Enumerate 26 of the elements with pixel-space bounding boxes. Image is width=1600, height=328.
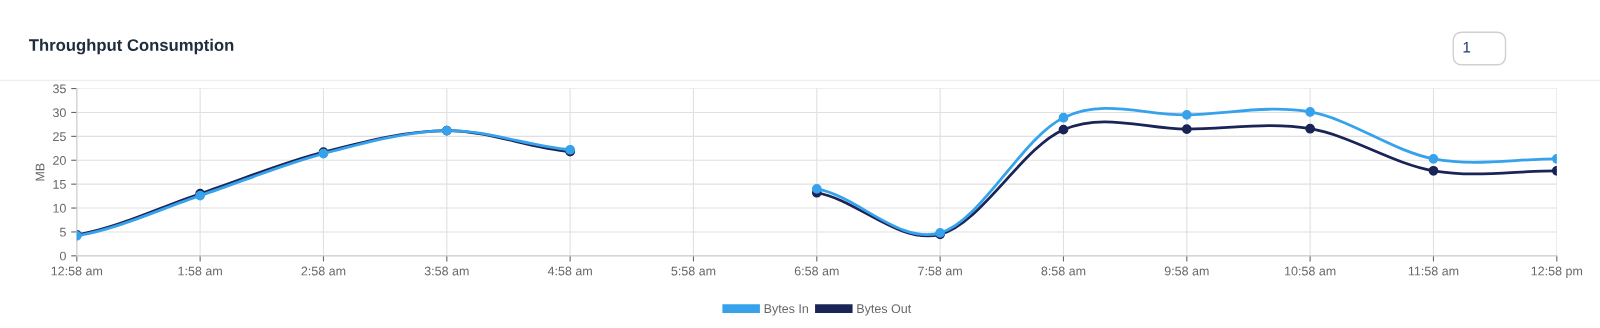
text: 1 bbox=[1463, 41, 1471, 53]
x-tick-label: 12:58 am bbox=[51, 266, 103, 276]
x-tick-label: 3:58 am bbox=[424, 266, 469, 276]
x-tick-label: 2:58 am bbox=[301, 266, 346, 276]
y-tick-label: 25 bbox=[53, 132, 66, 142]
x-tick-label: 5:58 am bbox=[671, 266, 716, 276]
y-tick-label: 5 bbox=[59, 227, 66, 237]
y-tick-label: 15 bbox=[53, 180, 66, 189]
y-tick-label: 20 bbox=[53, 156, 66, 165]
y-tick-label: 10 bbox=[53, 203, 66, 213]
y-tick-label: 35 bbox=[52, 84, 66, 94]
x-tick-label: 8:58 am bbox=[1041, 266, 1086, 276]
x-tick-label: 6:58 am bbox=[794, 266, 839, 276]
y-axis-title: MB bbox=[35, 163, 45, 181]
y-tick-label: 0 bbox=[59, 251, 66, 261]
legend-label: Bytes In bbox=[764, 304, 808, 316]
chart-title: Throughput Consumption bbox=[28, 38, 234, 55]
x-tick-label: 12:58 pm bbox=[1531, 266, 1583, 278]
x-tick-label: 7:58 am bbox=[918, 266, 962, 276]
x-tick-label: 4:58 am bbox=[547, 266, 592, 276]
x-tick-label: 1:58 am bbox=[178, 266, 222, 276]
legend-label: Bytes Out bbox=[857, 304, 912, 316]
x-tick-label: 10:58 am bbox=[1285, 266, 1336, 276]
x-tick-label: 11:58 am bbox=[1408, 266, 1459, 276]
x-tick-label: 9:58 am bbox=[1164, 266, 1209, 276]
y-tick-label: 30 bbox=[52, 108, 66, 118]
